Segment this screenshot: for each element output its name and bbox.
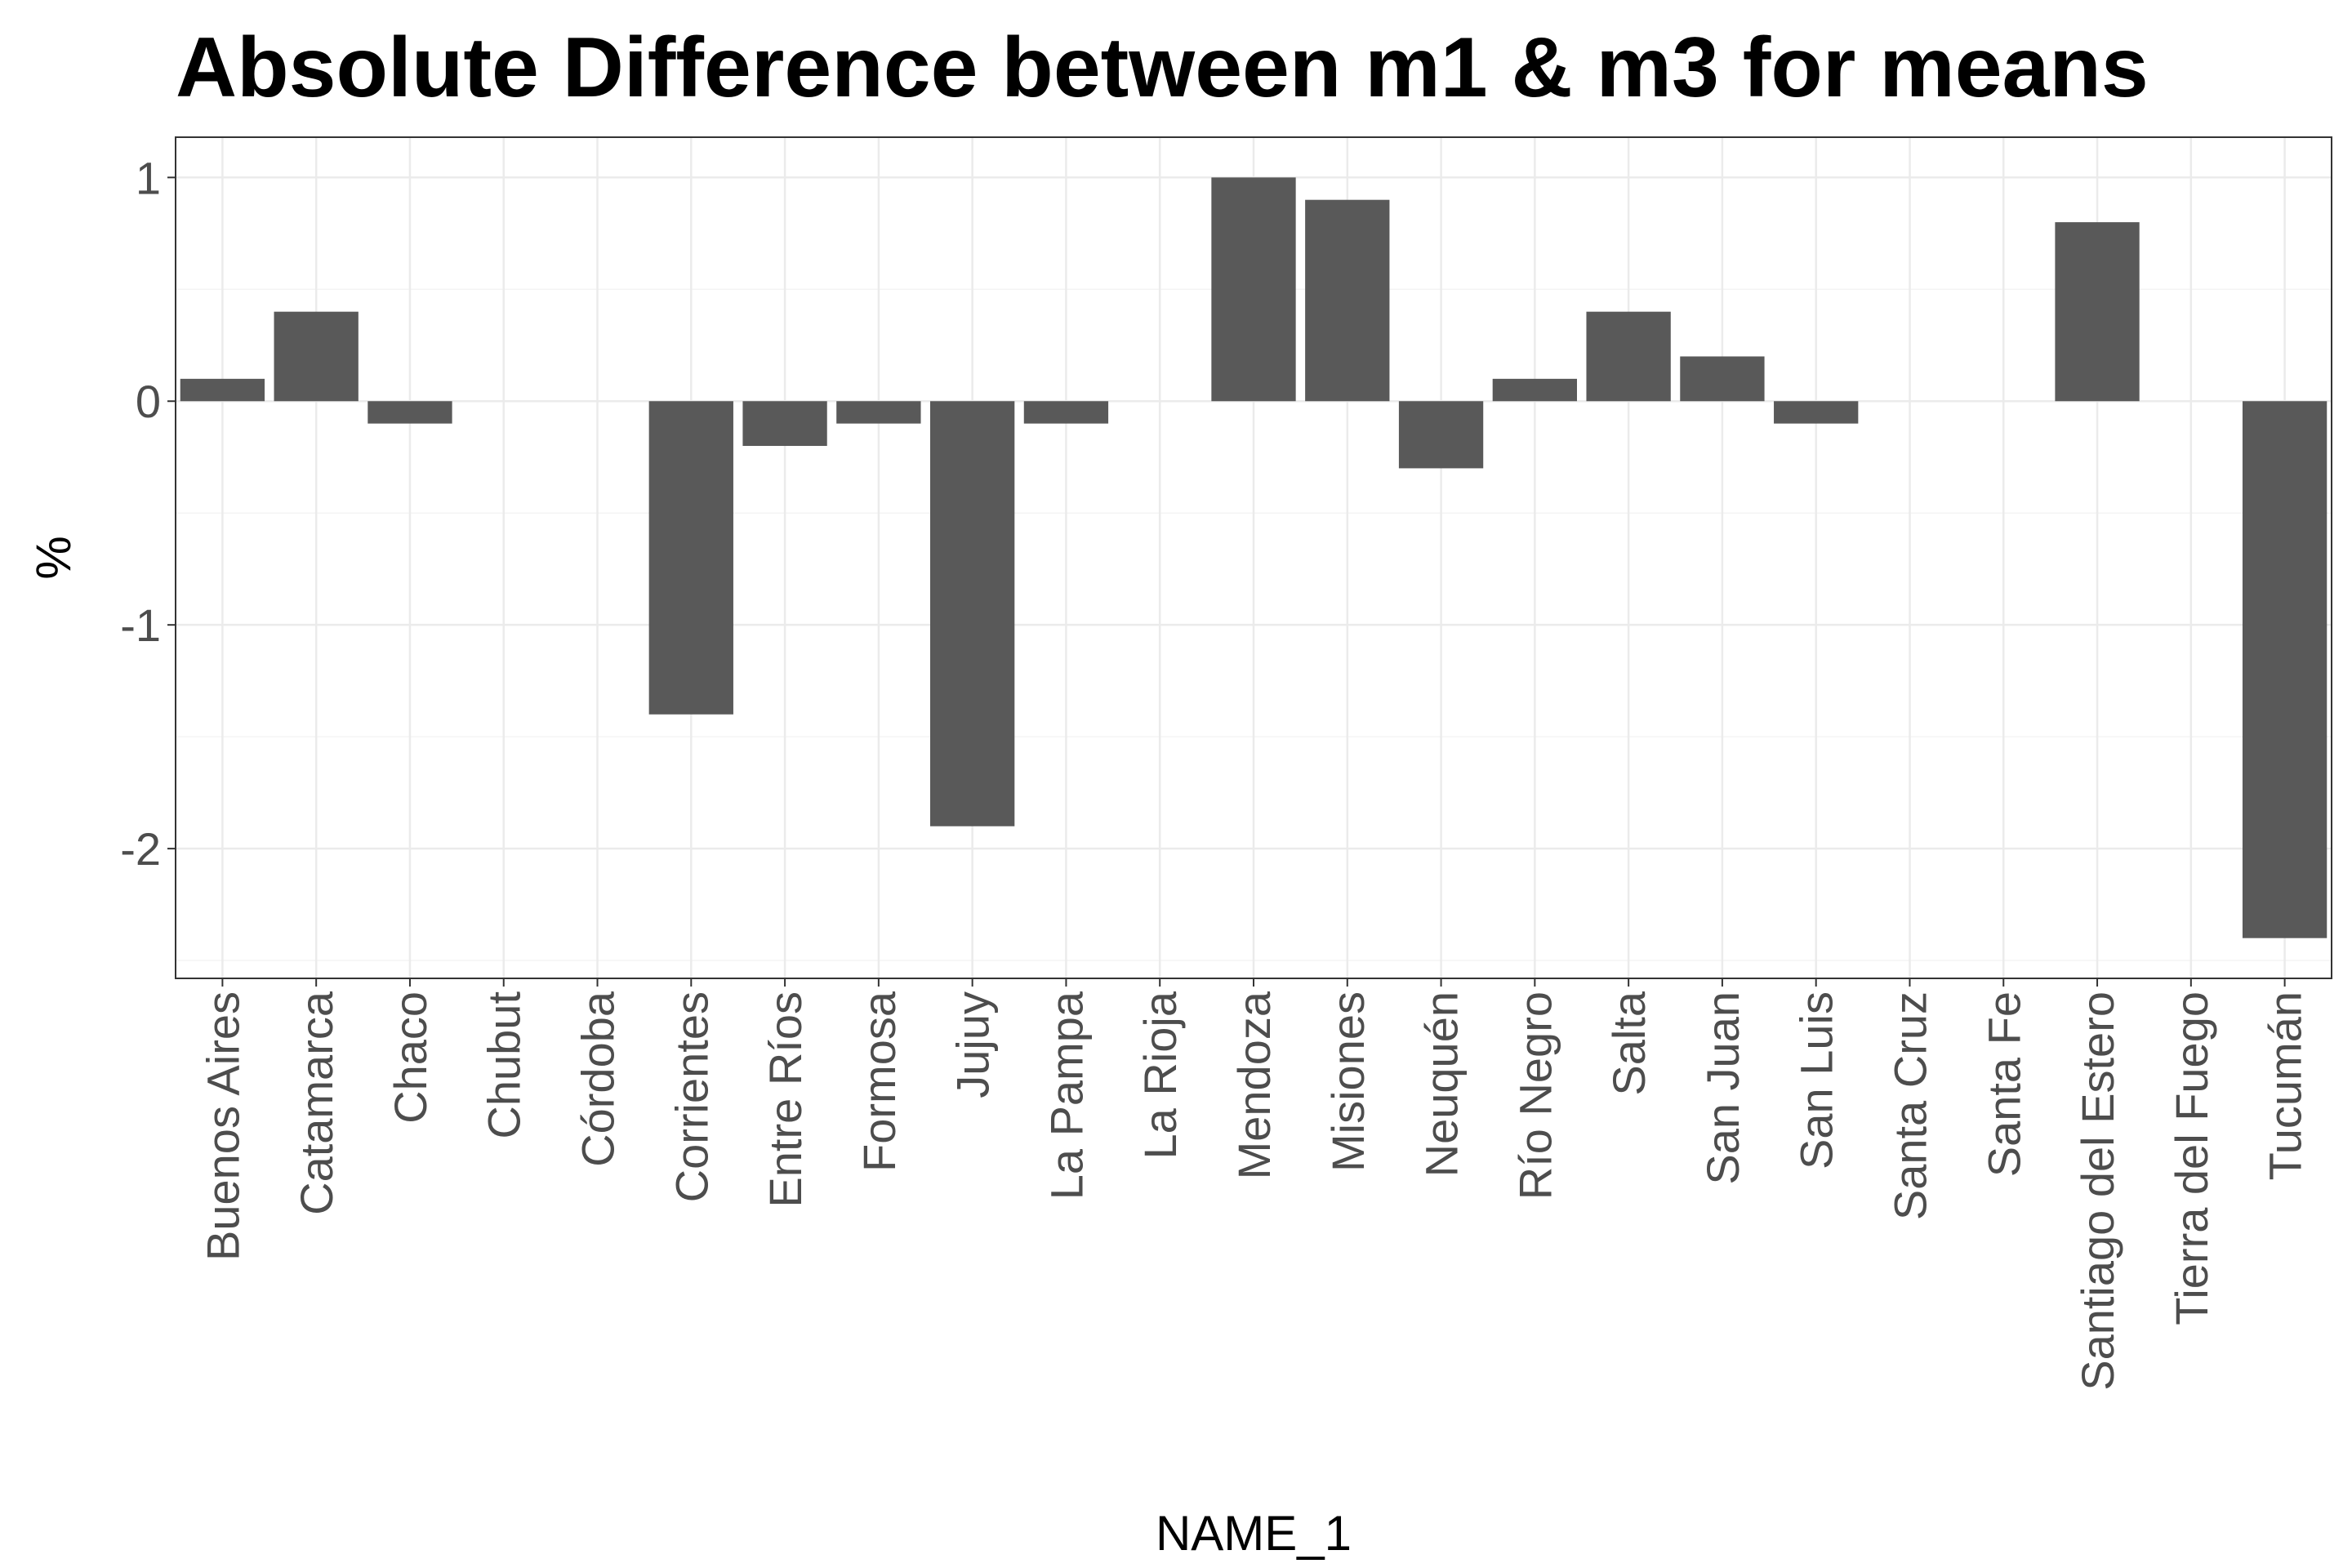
bar — [180, 378, 265, 402]
x-axis-title: NAME_1 — [1156, 1506, 1352, 1561]
bar — [742, 401, 827, 447]
x-tick-label: Tierra del Fuego — [2166, 991, 2217, 1325]
bar — [930, 401, 1015, 826]
bar — [1023, 401, 1109, 424]
x-tick-label: Catamarca — [291, 991, 342, 1215]
x-tick-label: Córdoba — [572, 991, 624, 1167]
bar — [274, 311, 359, 402]
x-tick-label: Salta — [1603, 991, 1655, 1095]
x-tick-label: Río Negro — [1509, 991, 1561, 1200]
bar — [1774, 401, 1859, 424]
bar — [368, 401, 452, 424]
x-tick-label: Santa Fe — [1978, 991, 2029, 1177]
bar — [1680, 356, 1765, 402]
y-axis-title: % — [26, 536, 81, 579]
bar — [1211, 177, 1296, 402]
x-tick-label: Chaco — [385, 991, 436, 1124]
bar — [2242, 401, 2328, 938]
y-tick-label: 0 — [136, 376, 161, 427]
y-tick-label: 1 — [136, 152, 161, 203]
y-tick-label: -2 — [120, 823, 161, 875]
x-tick-label: Santa Cruz — [1884, 991, 1936, 1220]
chart-title: Absolute Difference between m1 & m3 for … — [176, 20, 2149, 115]
x-tick-label: Misiones — [1322, 991, 1374, 1172]
x-axis: Buenos Aires Catamarca Chaco Chubut Córdoba C… — [197, 978, 2311, 1391]
x-tick-label: Formosa — [853, 991, 905, 1172]
x-tick-label: Corrientes — [666, 991, 717, 1202]
bar — [1398, 401, 1484, 469]
x-tick-label: Jujuy — [947, 991, 999, 1098]
x-tick-label: Entre Ríos — [760, 991, 811, 1208]
x-tick-label: La Pampa — [1040, 991, 1092, 1200]
x-tick-label: Buenos Aires — [197, 991, 248, 1261]
y-axis: 1 0 -1 -2 — [120, 152, 176, 875]
grid-layer — [176, 137, 2332, 978]
bar-layer — [180, 177, 2328, 938]
x-tick-label: Tucumán — [2260, 991, 2311, 1180]
y-tick-label: -1 — [120, 599, 161, 651]
x-tick-label: La Rioja — [1134, 991, 1186, 1159]
x-tick-label: Santiago del Estero — [2072, 991, 2123, 1391]
bar — [2055, 222, 2140, 402]
bar — [648, 401, 733, 715]
x-tick-label: San Juan — [1697, 991, 1748, 1185]
x-tick-label: Neuquén — [1416, 991, 1468, 1177]
x-tick-label: San Luis — [1791, 991, 1842, 1169]
x-tick-label: Chubut — [479, 991, 530, 1139]
bar — [1305, 199, 1390, 402]
bar — [1586, 311, 1671, 402]
x-tick-label: Mendoza — [1228, 991, 1280, 1179]
bar — [836, 401, 921, 424]
bar — [1492, 378, 1577, 402]
